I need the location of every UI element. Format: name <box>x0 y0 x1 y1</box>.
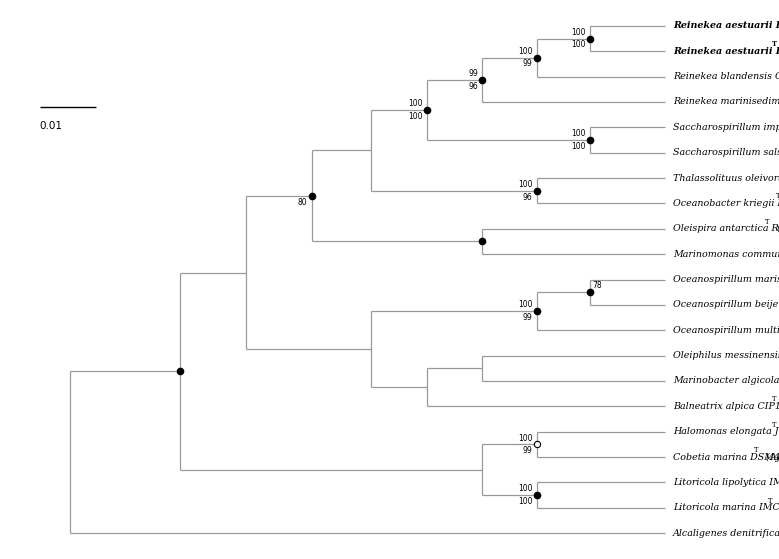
Text: T: T <box>772 40 777 48</box>
Text: Oleiphilus messinensis DSM13489: Oleiphilus messinensis DSM13489 <box>673 351 779 360</box>
Text: Marinobacter algicola DSM16394: Marinobacter algicola DSM16394 <box>673 376 779 386</box>
Text: 100: 100 <box>408 112 423 121</box>
Text: Halomonas elongata JCM21044: Halomonas elongata JCM21044 <box>673 427 779 436</box>
Text: 100: 100 <box>408 99 423 108</box>
Text: 100: 100 <box>518 434 532 443</box>
Text: 100: 100 <box>518 484 532 493</box>
Text: Balneatrix alpica CIP103589: Balneatrix alpica CIP103589 <box>673 402 779 411</box>
Text: 96: 96 <box>523 192 532 201</box>
Text: Marinomonas communis JCM20766: Marinomonas communis JCM20766 <box>673 250 779 259</box>
Text: Alcaligenes denitrificans JCM5490: Alcaligenes denitrificans JCM5490 <box>673 529 779 538</box>
Text: Oceanospirillum beijerinckii DSM7166: Oceanospirillum beijerinckii DSM7166 <box>673 300 779 309</box>
Text: Cobetia marina DSM4741: Cobetia marina DSM4741 <box>673 453 779 462</box>
Text: 78: 78 <box>593 281 602 290</box>
Text: T: T <box>765 217 769 226</box>
Text: 99: 99 <box>523 59 532 68</box>
Text: Oleispira antarctica RB-8: Oleispira antarctica RB-8 <box>673 224 779 233</box>
Text: Saccharospirillum salsuginis YIM-Y25: Saccharospirillum salsuginis YIM-Y25 <box>673 148 779 157</box>
Text: T: T <box>768 496 773 505</box>
Text: Litoricola marina IMCC2782: Litoricola marina IMCC2782 <box>673 503 779 512</box>
Text: 100: 100 <box>518 180 532 189</box>
Text: Oceanospirillum maris DSM6286: Oceanospirillum maris DSM6286 <box>673 275 779 284</box>
Text: 100: 100 <box>571 28 585 37</box>
Text: Thalassolituus oleivorans DSM14913: Thalassolituus oleivorans DSM14913 <box>673 173 779 183</box>
Text: Reinekea aestuarii IMCC4451 (GQ280347): Reinekea aestuarii IMCC4451 (GQ280347) <box>673 21 779 30</box>
Text: 0.01: 0.01 <box>40 121 62 131</box>
Text: 99: 99 <box>523 446 532 455</box>
Text: T: T <box>772 395 777 403</box>
Text: 100: 100 <box>518 47 532 56</box>
Text: 100: 100 <box>518 497 532 506</box>
Text: 100: 100 <box>571 129 585 138</box>
Text: Oceanobacter kriegii DSM6294: Oceanobacter kriegii DSM6294 <box>673 199 779 208</box>
Text: 99: 99 <box>523 313 532 322</box>
Text: 100: 100 <box>518 300 532 310</box>
Text: 100: 100 <box>571 40 585 49</box>
Text: Oceanospirillum multiglobuliferum CIP103383: Oceanospirillum multiglobuliferum CIP103… <box>673 326 779 335</box>
Text: 99: 99 <box>468 69 478 78</box>
Text: (AJ426420): (AJ426420) <box>774 224 779 233</box>
Text: 100: 100 <box>571 142 585 151</box>
Text: 96: 96 <box>468 82 478 91</box>
Text: (FJ943234): (FJ943234) <box>777 503 779 512</box>
Text: Litoricola lipolytica IMCC1097: Litoricola lipolytica IMCC1097 <box>673 478 779 487</box>
Text: T: T <box>776 192 779 200</box>
Text: Reinekea blandensis CCUG52066: Reinekea blandensis CCUG52066 <box>673 72 779 81</box>
Text: 80: 80 <box>298 198 307 207</box>
Text: (AJ306890): (AJ306890) <box>763 452 779 462</box>
Text: Reinekea marinisedimentorum DSM15388: Reinekea marinisedimentorum DSM15388 <box>673 97 779 106</box>
Text: Reinekea aestuarii IMCC4489: Reinekea aestuarii IMCC4489 <box>673 47 779 56</box>
Text: T: T <box>772 420 777 429</box>
Text: T: T <box>753 446 758 454</box>
Text: Saccharospirillum impatiens DSM12546: Saccharospirillum impatiens DSM12546 <box>673 123 779 132</box>
